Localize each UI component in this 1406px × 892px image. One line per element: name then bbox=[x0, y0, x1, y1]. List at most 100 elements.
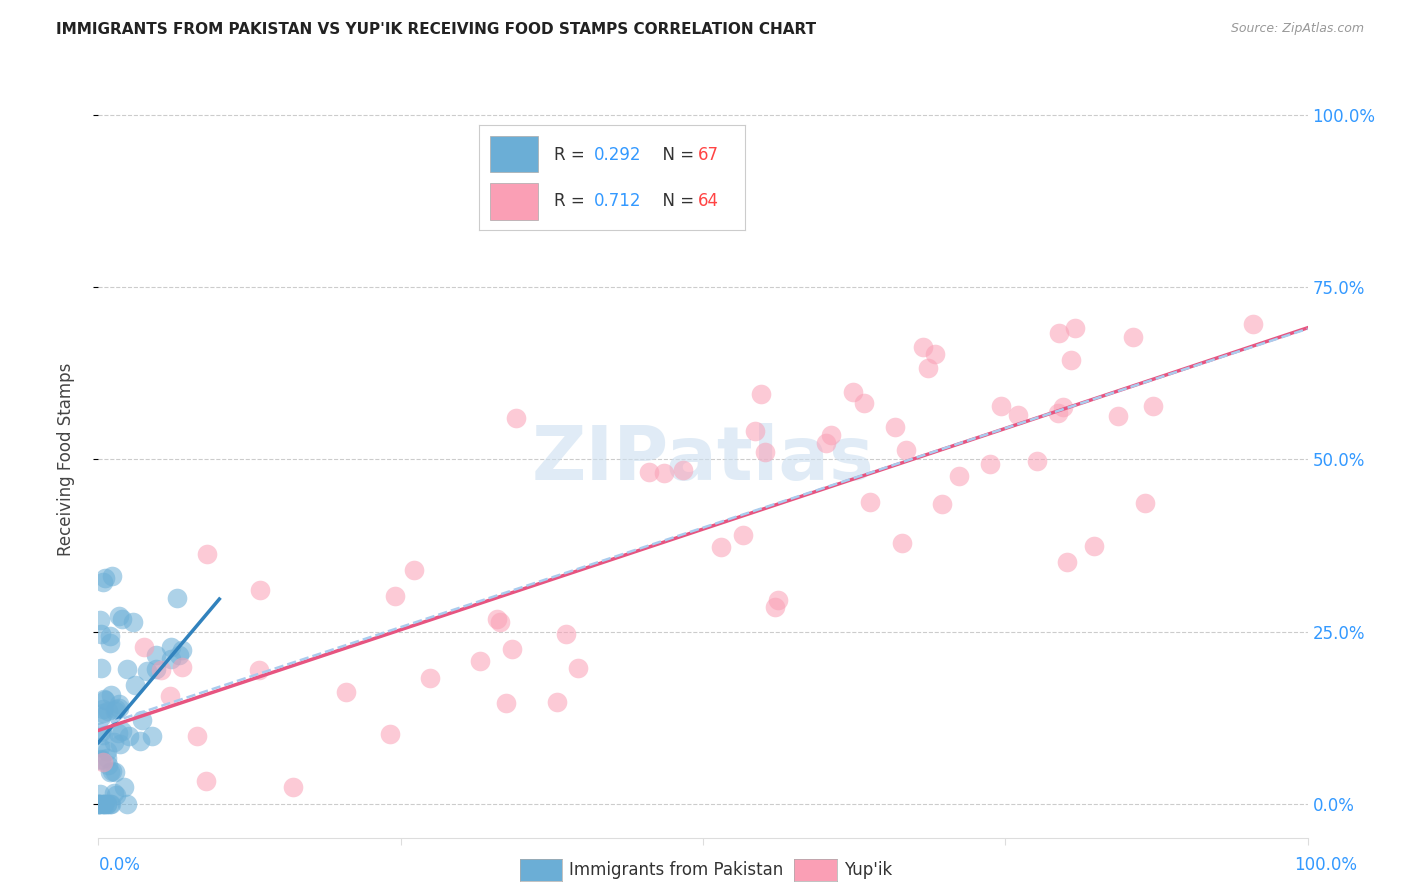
Text: 0.712: 0.712 bbox=[593, 192, 641, 210]
Point bbox=[402, 563, 425, 577]
Text: ZIPatlas: ZIPatlas bbox=[531, 423, 875, 496]
Point bbox=[91, 574, 114, 589]
Text: N =: N = bbox=[652, 192, 700, 210]
Text: 67: 67 bbox=[697, 145, 718, 163]
Point bbox=[842, 384, 865, 399]
Point bbox=[731, 528, 754, 542]
Point bbox=[1056, 555, 1078, 569]
Point bbox=[115, 662, 138, 676]
Text: R =: R = bbox=[554, 192, 589, 210]
Point bbox=[108, 701, 131, 715]
Y-axis label: Receiving Food Stamps: Receiving Food Stamps bbox=[56, 363, 75, 556]
Point bbox=[1107, 409, 1129, 423]
Point bbox=[89, 787, 111, 801]
Point bbox=[90, 724, 112, 739]
Point bbox=[111, 611, 134, 625]
Point bbox=[96, 751, 118, 765]
Point bbox=[1241, 317, 1264, 331]
Point bbox=[384, 589, 406, 603]
Point bbox=[98, 765, 121, 780]
Point bbox=[1122, 330, 1144, 344]
Point bbox=[91, 702, 114, 716]
Point bbox=[100, 688, 122, 702]
Point bbox=[96, 797, 118, 811]
Point bbox=[1133, 496, 1156, 510]
Point bbox=[114, 780, 136, 794]
Point bbox=[763, 600, 786, 615]
Point bbox=[97, 758, 120, 772]
Point bbox=[90, 751, 112, 765]
Point bbox=[87, 797, 110, 811]
Point bbox=[917, 360, 939, 375]
Point bbox=[89, 739, 111, 754]
Point bbox=[979, 457, 1001, 471]
Point bbox=[890, 535, 912, 549]
Point bbox=[567, 661, 589, 675]
Point bbox=[145, 662, 167, 676]
Point bbox=[419, 671, 441, 685]
Point bbox=[91, 755, 114, 769]
Point bbox=[104, 702, 127, 716]
Point bbox=[1063, 321, 1085, 335]
Point bbox=[1007, 409, 1029, 423]
Point bbox=[948, 469, 970, 483]
Text: N =: N = bbox=[652, 145, 700, 163]
Point bbox=[169, 648, 191, 663]
Point bbox=[485, 612, 508, 626]
Point bbox=[814, 436, 837, 450]
Point bbox=[107, 725, 129, 739]
Point bbox=[166, 591, 188, 606]
Point bbox=[108, 737, 131, 751]
Point bbox=[103, 734, 125, 748]
Point bbox=[249, 582, 271, 597]
Point bbox=[1047, 326, 1070, 340]
Point bbox=[101, 764, 124, 778]
Point bbox=[89, 753, 111, 767]
Text: Yup'ik: Yup'ik bbox=[844, 861, 891, 879]
Text: R =: R = bbox=[554, 145, 589, 163]
Point bbox=[104, 704, 127, 718]
Point bbox=[98, 636, 121, 650]
Point bbox=[820, 427, 842, 442]
Text: Source: ZipAtlas.com: Source: ZipAtlas.com bbox=[1230, 22, 1364, 36]
Point bbox=[247, 663, 270, 677]
Point bbox=[160, 640, 183, 654]
Point bbox=[111, 724, 134, 739]
Point bbox=[1025, 454, 1047, 468]
Point bbox=[145, 648, 167, 662]
Text: 0.292: 0.292 bbox=[593, 145, 641, 163]
Point bbox=[101, 569, 124, 583]
Point bbox=[546, 695, 568, 709]
Point bbox=[495, 696, 517, 710]
Point bbox=[859, 494, 882, 508]
Point bbox=[150, 663, 173, 677]
Point bbox=[744, 424, 766, 438]
Point bbox=[1060, 352, 1083, 367]
Point bbox=[90, 661, 112, 675]
Point bbox=[134, 640, 156, 654]
Point bbox=[1046, 406, 1069, 420]
Point bbox=[652, 466, 675, 480]
Point bbox=[896, 443, 918, 458]
Point bbox=[160, 651, 183, 665]
Point bbox=[105, 788, 128, 802]
Point bbox=[1052, 401, 1074, 415]
Point bbox=[159, 689, 181, 703]
Point bbox=[90, 627, 112, 641]
Point bbox=[90, 709, 112, 723]
Point bbox=[172, 643, 194, 657]
Point bbox=[1142, 399, 1164, 413]
Point bbox=[749, 387, 772, 401]
Point bbox=[489, 615, 512, 629]
Text: Immigrants from Pakistan: Immigrants from Pakistan bbox=[569, 861, 783, 879]
Point bbox=[195, 548, 218, 562]
Point bbox=[135, 664, 157, 678]
Point bbox=[91, 797, 114, 811]
Point bbox=[924, 347, 946, 361]
Point bbox=[87, 797, 110, 811]
Point bbox=[91, 706, 114, 720]
Point bbox=[990, 399, 1012, 413]
Point bbox=[710, 540, 733, 554]
Text: 0.0%: 0.0% bbox=[98, 855, 141, 873]
Point bbox=[1083, 539, 1105, 553]
